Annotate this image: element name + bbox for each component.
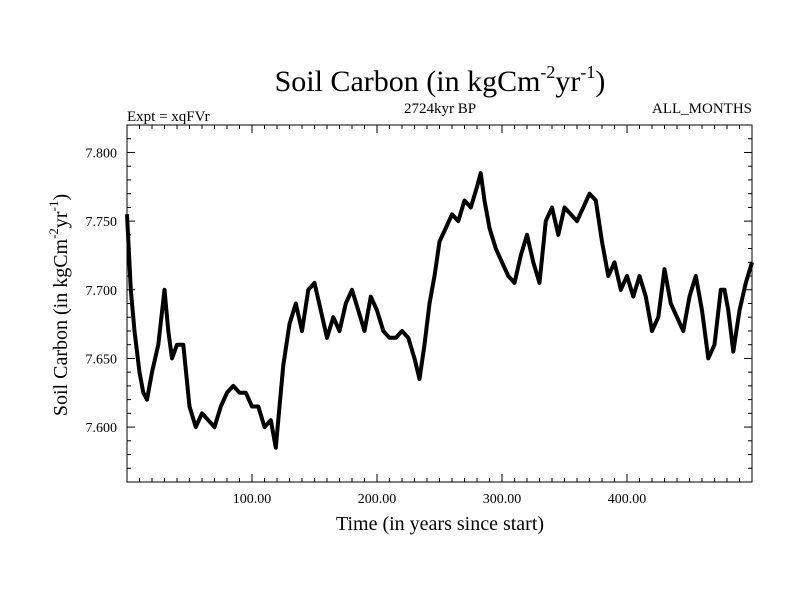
y-axis-label-suffix: ) bbox=[50, 194, 72, 201]
x-axis-label: Time (in years since start) bbox=[336, 513, 544, 535]
x-tick-label: 100.00 bbox=[233, 492, 272, 507]
y-tick-label: 7.800 bbox=[86, 146, 118, 161]
y-axis-label-sup2: -1 bbox=[46, 201, 61, 212]
chart-title-mid: yr bbox=[555, 65, 580, 98]
x-axis-ticks: 100.00 200.00 300.00 400.00 bbox=[139, 125, 740, 507]
x-tick-label: 300.00 bbox=[483, 492, 522, 507]
chart-title-suffix: ) bbox=[595, 65, 605, 98]
y-axis-label-prefix: Soil Carbon (in kgCm bbox=[50, 238, 72, 416]
y-tick-label: 7.650 bbox=[86, 352, 118, 367]
season-label: ALL_MONTHS bbox=[652, 101, 752, 117]
chart-title: Soil Carbon (in kgCm-2yr-1) bbox=[275, 62, 606, 98]
y-axis-label-mid: yr bbox=[50, 211, 72, 228]
y-tick-label: 7.700 bbox=[86, 284, 118, 299]
series-line-soil-carbon bbox=[125, 171, 754, 450]
x-tick-label: 400.00 bbox=[608, 492, 647, 507]
y-axis-ticks: 7.600 7.650 7.700 7.750 7.800 bbox=[86, 124, 752, 483]
chart-title-sup1: -2 bbox=[540, 62, 555, 82]
y-axis-label-sup1: -2 bbox=[46, 228, 61, 239]
x-tick-label: 200.00 bbox=[358, 492, 397, 507]
experiment-label: Expt = xqFVr bbox=[127, 109, 210, 125]
chart-title-prefix: Soil Carbon (in kgCm bbox=[275, 65, 541, 98]
y-tick-label: 7.750 bbox=[86, 215, 118, 230]
period-label: 2724kyr BP bbox=[404, 101, 476, 117]
y-axis-label: Soil Carbon (in kgCm-2yr-1) bbox=[46, 194, 72, 416]
y-tick-label: 7.600 bbox=[86, 421, 118, 436]
chart-title-sup2: -1 bbox=[580, 62, 595, 82]
